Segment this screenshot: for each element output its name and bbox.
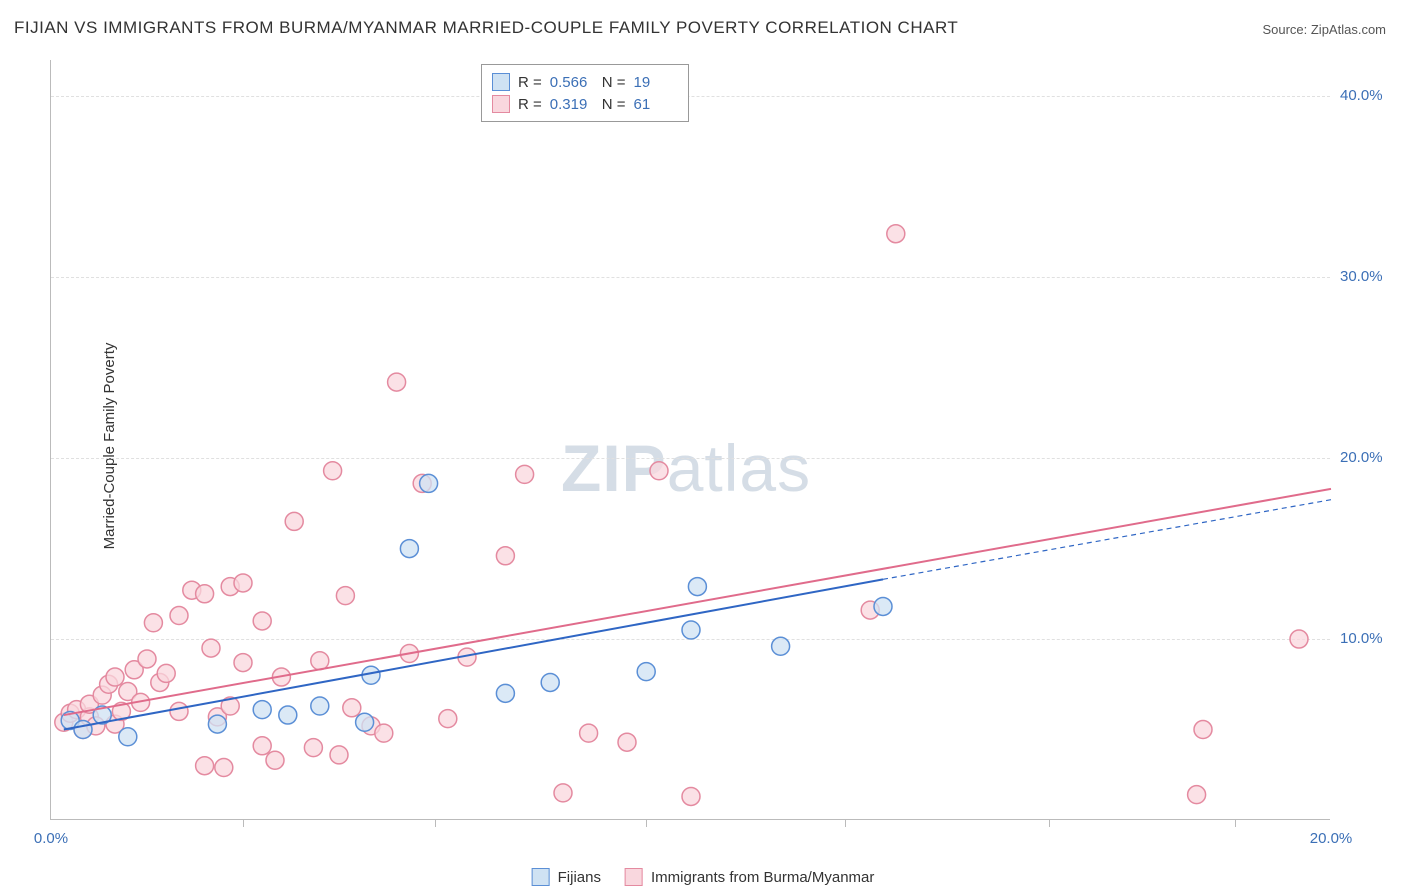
point-immigrants (439, 710, 457, 728)
point-immigrants (682, 787, 700, 805)
chart-title: FIJIAN VS IMMIGRANTS FROM BURMA/MYANMAR … (14, 18, 958, 38)
point-fijians (496, 684, 514, 702)
trend-immigrants (64, 489, 1331, 715)
point-immigrants (1290, 630, 1308, 648)
point-fijians (682, 621, 700, 639)
point-fijians (279, 706, 297, 724)
point-fijians (637, 663, 655, 681)
point-immigrants (375, 724, 393, 742)
plot-area: ZIPatlas 10.0%20.0%30.0%40.0%0.0%20.0% R… (50, 60, 1330, 820)
legend-label-immigrants: Immigrants from Burma/Myanmar (651, 869, 874, 886)
point-immigrants (196, 757, 214, 775)
point-fijians (874, 597, 892, 615)
chart-container: FIJIAN VS IMMIGRANTS FROM BURMA/MYANMAR … (0, 0, 1406, 892)
point-immigrants (285, 512, 303, 530)
point-fijians (420, 474, 438, 492)
point-immigrants (343, 699, 361, 717)
point-immigrants (330, 746, 348, 764)
point-immigrants (554, 784, 572, 802)
point-immigrants (580, 724, 598, 742)
point-immigrants (234, 574, 252, 592)
legend: Fijians Immigrants from Burma/Myanmar (532, 868, 875, 886)
legend-item-immigrants: Immigrants from Burma/Myanmar (625, 868, 874, 886)
point-immigrants (144, 614, 162, 632)
x-tick-label: 0.0% (34, 830, 68, 847)
point-fijians (356, 713, 374, 731)
point-immigrants (170, 702, 188, 720)
point-immigrants (336, 587, 354, 605)
point-immigrants (253, 612, 271, 630)
point-fijians (74, 721, 92, 739)
point-immigrants (324, 462, 342, 480)
legend-label-fijians: Fijians (558, 869, 601, 886)
point-immigrants (266, 751, 284, 769)
point-immigrants (304, 739, 322, 757)
point-immigrants (170, 607, 188, 625)
point-immigrants (253, 737, 271, 755)
point-immigrants (516, 465, 534, 483)
point-fijians (119, 728, 137, 746)
point-immigrants (311, 652, 329, 670)
y-tick-label: 40.0% (1340, 87, 1400, 104)
y-tick-label: 30.0% (1340, 268, 1400, 285)
chart-svg (51, 60, 1330, 819)
y-tick-label: 20.0% (1340, 449, 1400, 466)
x-tick-label: 20.0% (1310, 830, 1353, 847)
point-immigrants (202, 639, 220, 657)
point-fijians (772, 637, 790, 655)
legend-swatch-immigrants (625, 868, 643, 886)
source-label: Source: ZipAtlas.com (1262, 22, 1386, 37)
point-fijians (208, 715, 226, 733)
point-immigrants (887, 225, 905, 243)
point-fijians (311, 697, 329, 715)
point-immigrants (234, 654, 252, 672)
point-immigrants (1188, 786, 1206, 804)
point-fijians (541, 673, 559, 691)
point-fijians (400, 540, 418, 558)
point-immigrants (1194, 721, 1212, 739)
point-immigrants (106, 668, 124, 686)
point-immigrants (650, 462, 668, 480)
point-immigrants (157, 664, 175, 682)
y-tick-label: 10.0% (1340, 630, 1400, 647)
legend-item-fijians: Fijians (532, 868, 601, 886)
point-immigrants (618, 733, 636, 751)
trend-ext-fijians (883, 500, 1331, 580)
legend-swatch-fijians (532, 868, 550, 886)
point-immigrants (388, 373, 406, 391)
point-immigrants (138, 650, 156, 668)
point-immigrants (196, 585, 214, 603)
point-immigrants (496, 547, 514, 565)
point-immigrants (215, 759, 233, 777)
trend-fijians (64, 579, 883, 729)
point-fijians (253, 701, 271, 719)
point-fijians (688, 578, 706, 596)
